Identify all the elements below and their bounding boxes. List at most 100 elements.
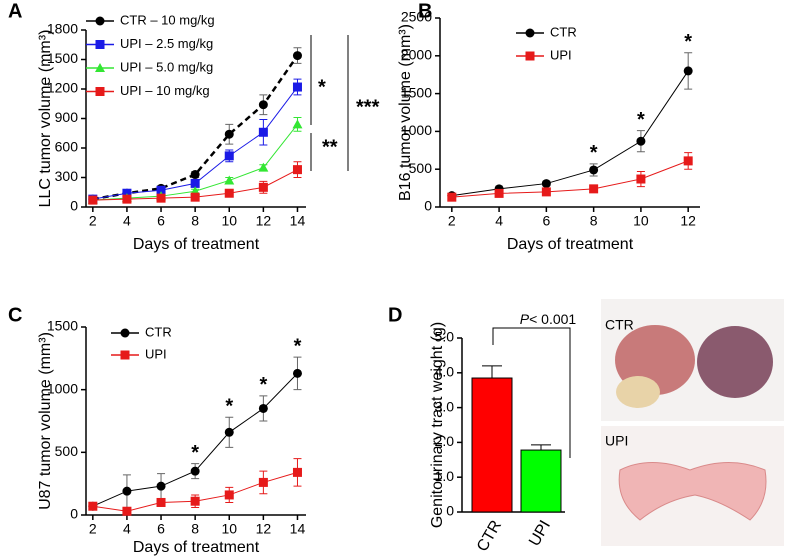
legend-label: UPI – 5.0 mg/kg	[120, 59, 213, 74]
p-annotation: P< 0.001	[520, 311, 577, 327]
x-tick-label: 6	[542, 213, 550, 229]
panel-letter: A	[8, 0, 22, 22]
marker	[190, 466, 200, 476]
marker	[258, 182, 268, 192]
y-tick-label: 2000	[401, 47, 432, 63]
y-tick-label: 1200	[47, 80, 78, 96]
marker	[258, 162, 269, 172]
marker	[292, 119, 303, 129]
x-tick-label: 8	[191, 213, 199, 229]
significance: *	[191, 442, 199, 464]
marker	[292, 82, 302, 92]
photo-label: UPI	[605, 433, 628, 449]
series-line	[451, 70, 689, 197]
marker	[190, 170, 200, 180]
marker	[190, 178, 200, 188]
legend-label: UPI – 2.5 mg/kg	[120, 36, 213, 51]
bar	[471, 377, 513, 513]
x-tick-label: 10	[633, 213, 649, 229]
y-tick-label: 1500	[47, 318, 78, 334]
legend-label: CTR	[550, 24, 577, 39]
y-tick-label: 1000	[47, 380, 78, 396]
significance: *	[684, 31, 692, 53]
marker	[589, 165, 599, 175]
y-axis-label: B16 tumor volume (mm³)	[397, 24, 414, 201]
p-symbol: P	[520, 311, 530, 327]
x-tick-label: 4	[495, 213, 503, 229]
tissue	[618, 462, 767, 521]
marker	[190, 192, 200, 202]
marker	[541, 179, 551, 189]
marker	[88, 195, 98, 205]
marker	[122, 486, 132, 496]
x-tick-label: 2	[89, 213, 97, 229]
marker	[156, 497, 166, 507]
marker	[292, 467, 302, 477]
y-tick-label: 600	[55, 139, 79, 155]
marker	[525, 51, 535, 61]
significance: *	[259, 374, 267, 396]
marker	[224, 129, 234, 139]
marker	[156, 481, 166, 491]
x-tick-label: 2	[89, 521, 97, 537]
marker	[95, 40, 105, 49]
y-tick-label: 900	[55, 109, 79, 125]
x-tick-label: 10	[221, 521, 237, 537]
marker	[525, 28, 535, 38]
legend-label: UPI – 10 mg/kg	[120, 83, 210, 98]
series-line	[451, 160, 689, 198]
x-tick-label: 4	[123, 521, 131, 537]
significance: **	[322, 136, 338, 158]
marker	[447, 192, 457, 202]
x-tick-label: CTR	[474, 518, 505, 555]
y-tick-label: 1500	[47, 50, 78, 66]
y-axis-label: Genitourinary tract weight (g)	[429, 322, 446, 528]
significance: *	[637, 109, 645, 131]
photos	[601, 299, 784, 546]
legend-label: CTR	[145, 324, 172, 339]
marker	[95, 87, 105, 96]
x-tick-label: 6	[157, 521, 165, 537]
marker	[636, 136, 646, 146]
significance: *	[225, 396, 233, 418]
bar	[520, 449, 562, 513]
y-tick-label: 300	[55, 168, 79, 184]
y-tick-label: 4.0	[435, 364, 455, 380]
marker	[120, 350, 130, 360]
marker	[494, 188, 504, 198]
x-tick-label: 12	[256, 213, 272, 229]
marker	[156, 185, 166, 195]
marker	[292, 165, 302, 175]
y-tick-label: 1000	[401, 122, 432, 138]
marker	[122, 506, 132, 516]
y-axis-label: U87 tumor volume (mm³)	[37, 332, 54, 510]
y-tick-label: 1500	[401, 84, 432, 100]
marker	[224, 490, 234, 500]
x-tick-label: 8	[590, 213, 598, 229]
significance: *	[294, 335, 302, 357]
y-tick-label: 1.0	[435, 468, 455, 484]
panel-letter: D	[388, 304, 402, 326]
x-tick-label: 12	[680, 213, 696, 229]
marker	[95, 16, 105, 26]
y-tick-label: 0	[424, 198, 432, 214]
marker	[589, 184, 599, 194]
x-tick-label: 2	[448, 213, 456, 229]
marker	[683, 66, 693, 76]
x-tick-label: 10	[221, 213, 237, 229]
marker	[224, 427, 234, 437]
x-axis-label: Days of treatment	[133, 539, 260, 556]
marker	[683, 156, 693, 166]
marker	[292, 368, 302, 378]
p-bracket	[492, 327, 571, 458]
tissue	[697, 326, 773, 398]
legend-label: UPI	[550, 47, 572, 62]
p-value: < 0.001	[529, 311, 576, 327]
marker	[258, 403, 268, 413]
y-tick-label: 2500	[401, 9, 432, 25]
legend-label: CTR – 10 mg/kg	[120, 12, 215, 27]
